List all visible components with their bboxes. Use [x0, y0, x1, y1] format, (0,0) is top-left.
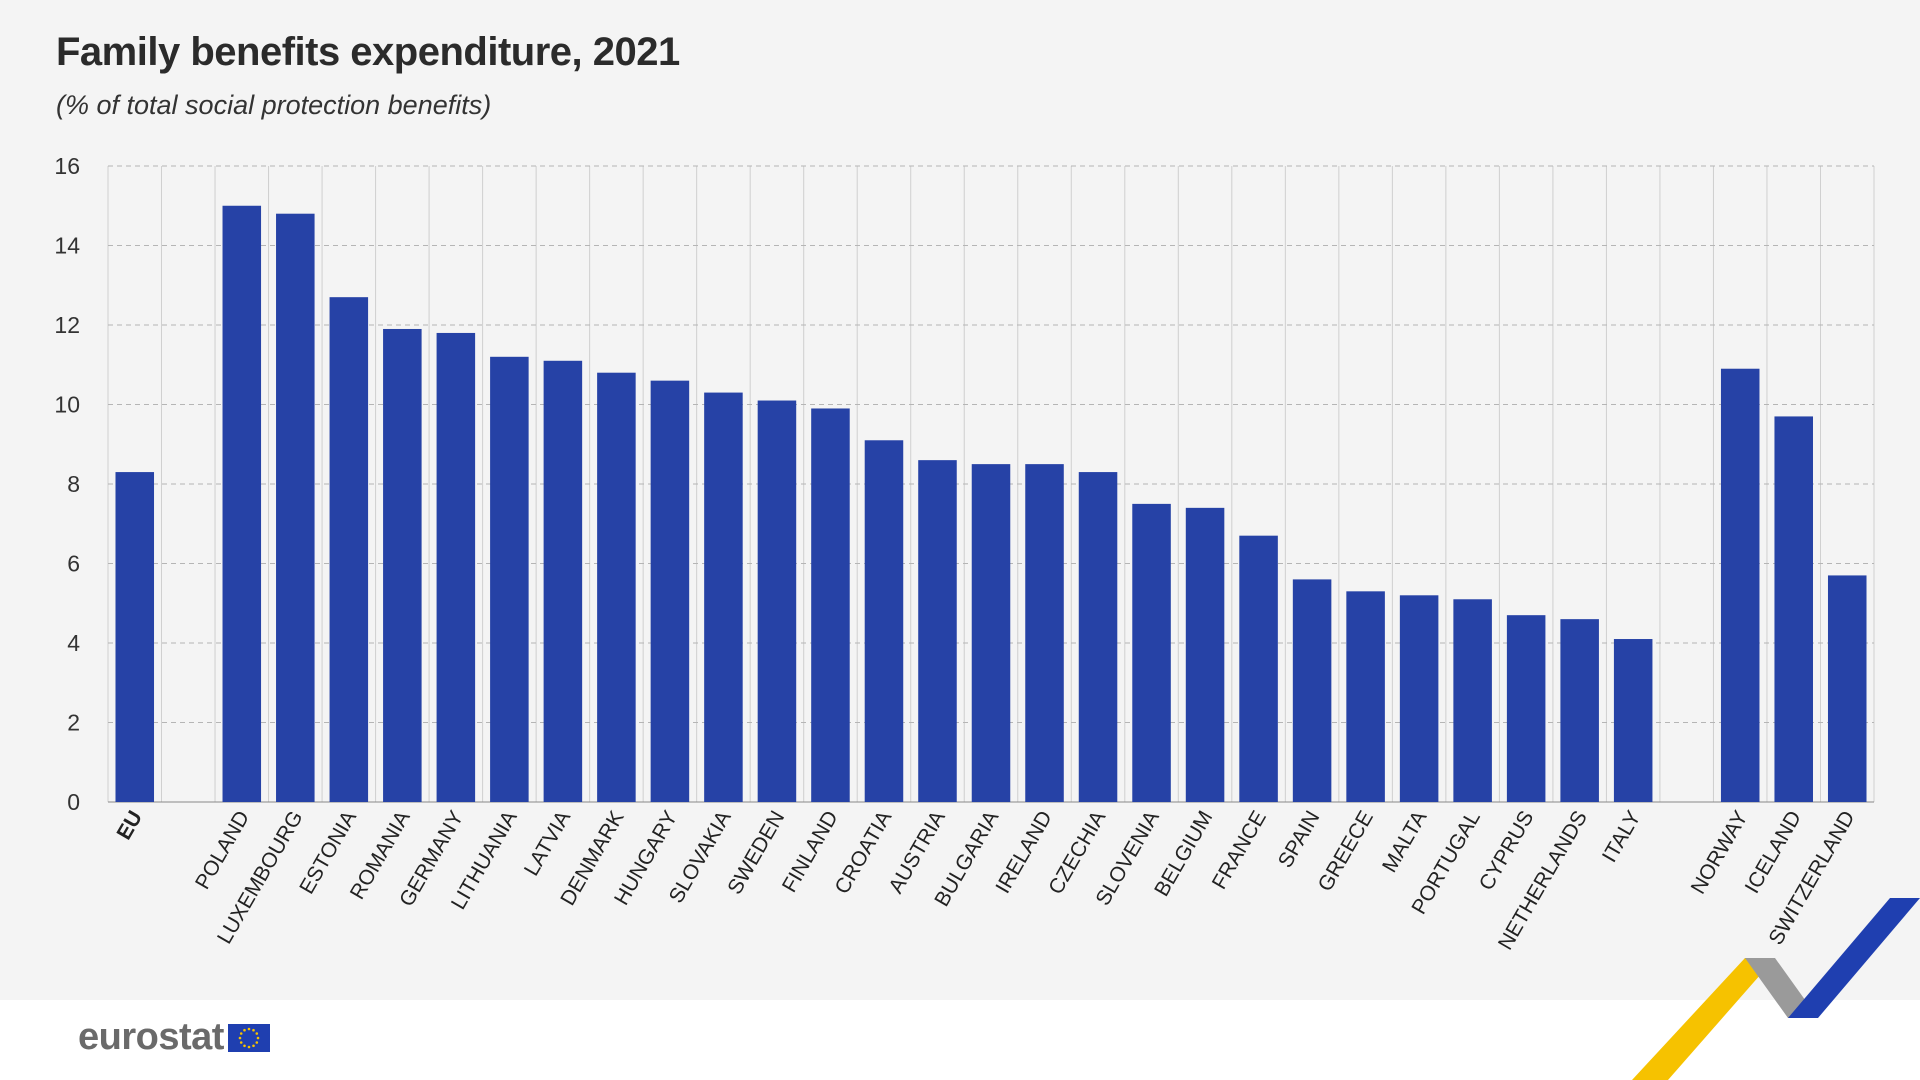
flag-star: [256, 1036, 260, 1039]
x-tick-label: FRANCE: [1208, 807, 1271, 893]
bar-italy: [1613, 639, 1653, 802]
bar-poland: [222, 205, 262, 802]
bar-greece: [1346, 591, 1385, 802]
flag-star: [252, 1043, 255, 1047]
x-tick-label: EU: [113, 807, 148, 844]
bar-portugal: [1453, 599, 1492, 802]
y-tick-label: 14: [54, 233, 80, 259]
bar-estonia: [329, 297, 369, 802]
flag-star: [243, 1028, 246, 1032]
bar-denmark: [597, 372, 636, 802]
bar-romania: [383, 328, 422, 802]
eurostat-logo: eurostat: [78, 1016, 270, 1059]
flag-star: [243, 1043, 246, 1047]
bar-ireland: [1025, 464, 1064, 802]
bar-cyprus: [1506, 615, 1546, 802]
bar-latvia: [543, 360, 583, 802]
chart-title: Family benefits expenditure, 2021: [56, 30, 680, 74]
y-tick-label: 4: [67, 630, 80, 656]
footer: [0, 1000, 1920, 1080]
bar-czechia: [1078, 472, 1118, 802]
y-tick-label: 8: [67, 471, 80, 497]
x-axis-labels: EU POLANDLUXEMBOURGESTONIAROMANIAGERMANYL…: [113, 807, 1860, 954]
y-axis-ticks: 0 2 4 6 8 10 12 14 16: [54, 153, 80, 815]
bar-finland: [811, 408, 850, 802]
bar-spain: [1292, 579, 1332, 802]
bar-france: [1239, 535, 1278, 802]
bar-norway: [1720, 368, 1760, 802]
bar-malta: [1399, 595, 1439, 802]
y-tick-label: 6: [67, 551, 80, 577]
y-tick-label: 2: [67, 710, 80, 736]
x-tick-label: MALTA: [1378, 807, 1431, 876]
bar-chart: 0 2 4 6 8 10 12 14 16 EU POLANDLUXEMBOURGESTONIAR…: [54, 153, 1875, 954]
bar-austria: [918, 460, 957, 802]
x-tick-label: SPAIN: [1274, 807, 1325, 872]
flag-star: [247, 1045, 251, 1048]
bar-lithuania: [490, 356, 529, 802]
flag-star: [255, 1031, 259, 1035]
y-tick-label: 10: [54, 392, 80, 418]
bar-hungary: [650, 380, 690, 802]
chart-subtitle: (% of total social protection benefits): [56, 90, 492, 120]
flag-star: [239, 1031, 243, 1035]
bar-belgium: [1185, 507, 1225, 802]
y-tick-label: 0: [67, 789, 80, 815]
bar-eu: [115, 472, 155, 802]
x-tick-label: LATVIA: [520, 807, 575, 880]
bar-germany: [436, 332, 476, 802]
bar-luxembourg: [276, 213, 315, 802]
bar-croatia: [864, 440, 904, 802]
bars: [115, 205, 1867, 802]
y-tick-label: 16: [54, 153, 80, 179]
bar-netherlands: [1560, 619, 1599, 802]
bar-bulgaria: [971, 464, 1011, 802]
bar-switzerland: [1827, 575, 1867, 802]
bar-slovenia: [1132, 503, 1171, 802]
flag-star: [238, 1036, 242, 1039]
bar-sweden: [757, 400, 797, 802]
bar-slovakia: [704, 392, 743, 802]
x-tick-label: ITALY: [1598, 807, 1646, 866]
eu-flag-icon: [227, 1023, 270, 1052]
flag-star: [255, 1040, 259, 1044]
flag-star: [239, 1040, 243, 1044]
y-tick-label: 12: [54, 312, 80, 338]
flag-star: [247, 1027, 251, 1030]
logo-text: eurostat: [78, 1016, 224, 1058]
flag-star: [252, 1028, 255, 1032]
bar-iceland: [1774, 416, 1813, 802]
